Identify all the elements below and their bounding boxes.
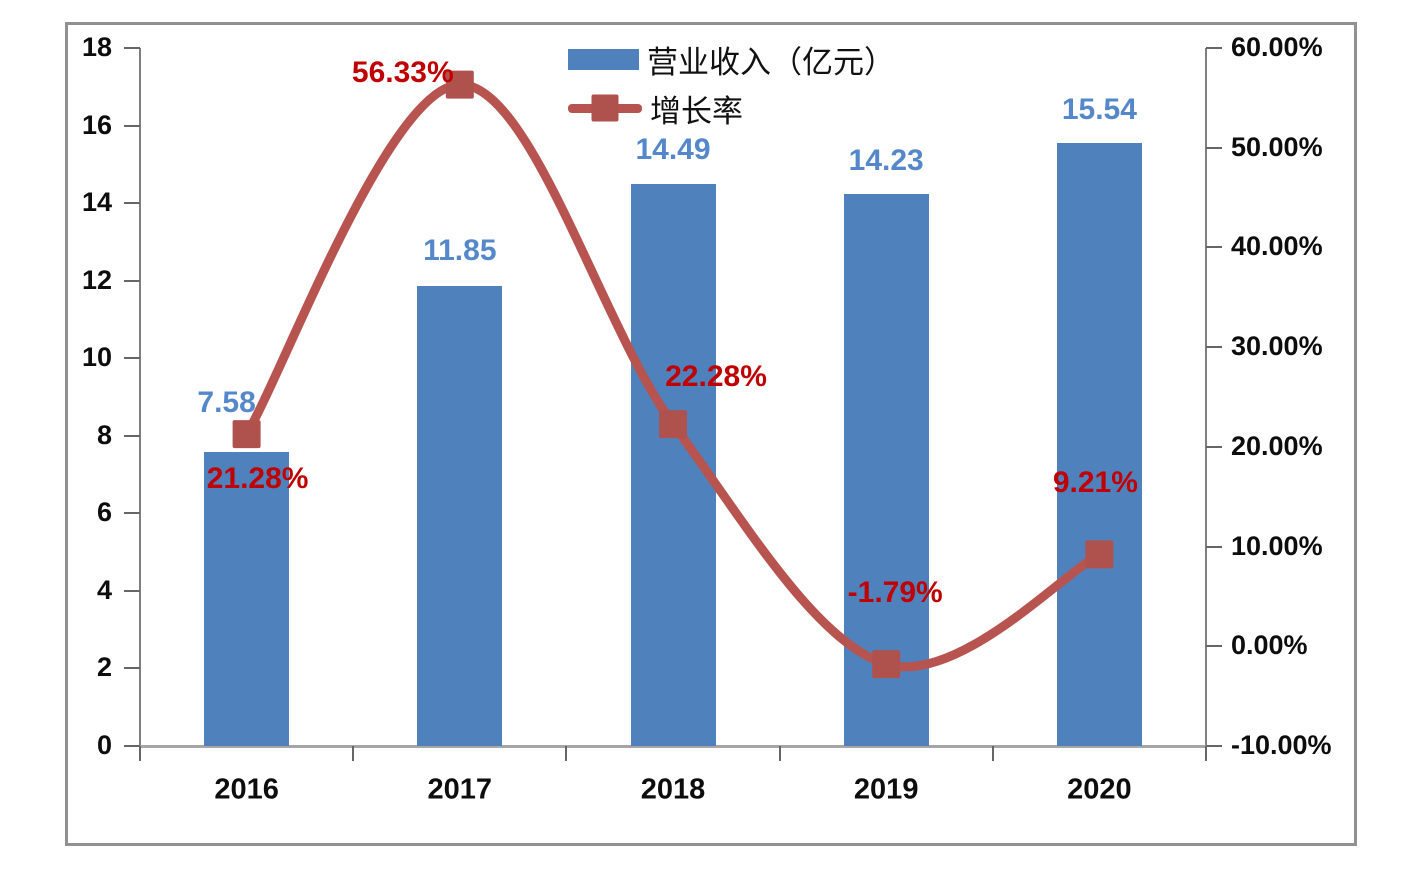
left-axis-tick [124, 124, 140, 127]
growth-line-layer [232, 70, 1114, 679]
left-axis-label: 2 [96, 652, 112, 683]
right-axis-label: 50.00% [1231, 131, 1323, 162]
bar-value-label: 14.23 [848, 144, 924, 178]
revenue-bar [204, 452, 290, 746]
growth-marker [872, 650, 901, 679]
left-axis-tick [124, 202, 140, 205]
right-axis-label: 40.00% [1231, 231, 1323, 262]
x-axis-tick [778, 746, 781, 761]
left-axis-label: 0 [96, 729, 112, 760]
x-axis-tick [1205, 746, 1207, 761]
x-axis-label: 2017 [427, 773, 493, 806]
right-axis-tick [1206, 246, 1222, 249]
growth-marker [445, 70, 474, 99]
left-axis-tick [124, 745, 140, 747]
right-axis-label: 0.00% [1231, 630, 1308, 661]
right-axis-tick [1206, 47, 1222, 49]
right-axis-tick [1206, 745, 1222, 747]
x-axis-tick [565, 746, 568, 761]
growth-point-label: 9.21% [1052, 466, 1138, 500]
right-axis-tick [1206, 645, 1222, 648]
x-axis-label: 2020 [1067, 773, 1132, 806]
x-axis-tick [352, 746, 355, 761]
left-axis-label: 16 [81, 109, 112, 140]
right-axis-label: 30.00% [1231, 331, 1323, 362]
legend-item-growth: 增长率 [568, 86, 895, 130]
right-axis-label: -10.00% [1231, 729, 1332, 760]
growth-point-label: -1.79% [847, 576, 943, 610]
x-axis-tick [991, 746, 994, 761]
left-axis-tick [124, 357, 140, 360]
left-axis-label: 14 [81, 186, 112, 217]
x-axis-label: 2018 [640, 773, 706, 806]
x-axis-label: 2019 [853, 773, 919, 806]
legend-item-revenue: 营业收入（亿元） [568, 37, 895, 81]
right-axis-tick [1206, 445, 1222, 448]
bar-value-label: 11.85 [423, 234, 497, 268]
bar-legend-swatch-icon [568, 48, 639, 70]
left-axis-tick [124, 434, 140, 437]
growth-marker [659, 410, 687, 439]
left-axis-tick [124, 667, 140, 670]
line-legend-marker [591, 94, 619, 122]
legend-label-revenue: 营业收入（亿元） [647, 44, 895, 80]
revenue-bar [417, 286, 503, 746]
x-axis-tick [139, 746, 141, 761]
right-axis-label: 10.00% [1231, 530, 1323, 561]
right-axis-tick [1206, 545, 1222, 548]
growth-point-label: 21.28% [206, 462, 309, 496]
growth-line [242, 80, 1104, 672]
bar-value-label: 15.54 [1061, 93, 1137, 127]
growth-point-label: 56.33% [351, 55, 454, 89]
growth-marker [1085, 540, 1114, 569]
left-axis-label: 6 [96, 497, 112, 528]
left-axis-label: 18 [81, 31, 112, 62]
legend-label-growth: 增长率 [650, 93, 743, 129]
left-axis-label: 12 [81, 264, 112, 295]
left-axis-tick [124, 589, 140, 592]
x-axis-line [140, 745, 1206, 748]
growth-point-label: 22.28% [665, 360, 767, 394]
right-axis-label: 20.00% [1231, 430, 1323, 461]
x-axis-label: 2016 [214, 773, 279, 806]
bar-value-label: 14.49 [635, 133, 711, 167]
right-axis-label: 60.00% [1231, 31, 1323, 62]
chart-frame: 营业收入（亿元） 增长率 18 16 14 12 10 8 6 4 2 0 60.00% 50.00%… [65, 22, 1357, 846]
left-axis-tick [124, 47, 140, 49]
right-axis-line [1205, 48, 1207, 746]
growth-marker [232, 420, 261, 449]
left-axis-line [139, 48, 141, 746]
left-axis-label: 8 [96, 419, 112, 450]
left-axis-label: 4 [96, 574, 112, 605]
left-axis-tick [124, 512, 140, 515]
left-axis-tick [124, 279, 140, 282]
legend: 营业收入（亿元） 增长率 [568, 37, 895, 130]
right-axis-tick [1206, 146, 1222, 149]
revenue-bar [1056, 143, 1142, 746]
right-axis-tick [1206, 346, 1222, 349]
left-axis-label: 10 [81, 342, 112, 373]
line-legend-swatch-icon [568, 94, 642, 122]
bar-value-label: 7.58 [197, 386, 256, 420]
